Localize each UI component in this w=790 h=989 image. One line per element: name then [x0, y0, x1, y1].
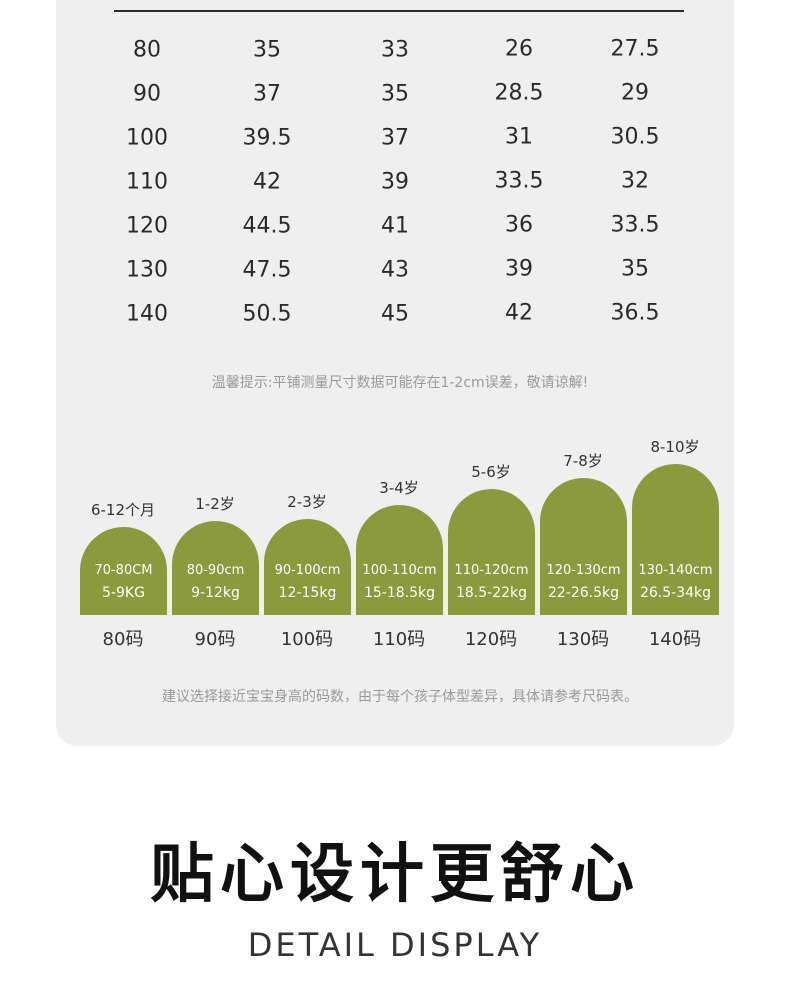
table-cell: 47.5 — [242, 257, 292, 283]
table-cell: 36.5 — [610, 300, 660, 326]
table-cell: 45 — [381, 301, 409, 327]
size-arch: 90-100cm 12-15kg — [264, 519, 351, 615]
weight-range: 22-26.5kg — [547, 585, 620, 601]
height-range: 90-100cm — [274, 563, 341, 578]
size-code: 100码 — [280, 629, 334, 650]
weight-range: 5-9KG — [102, 585, 145, 601]
age-label: 8-10岁 — [650, 438, 700, 456]
height-range: 110-120cm — [454, 563, 529, 578]
table-cell: 35 — [253, 37, 281, 63]
size-arch: 80-90cm 9-12kg — [172, 521, 259, 615]
table-cell: 43 — [381, 257, 409, 283]
size-arch: 110-120cm 18.5-22kg — [448, 489, 535, 615]
age-label: 5-6岁 — [471, 463, 511, 481]
detail-title: 贴心设计更舒心 — [150, 838, 640, 912]
size-chart-card — [56, 0, 734, 746]
table-cell: 36 — [505, 212, 533, 238]
table-cell: 39 — [505, 256, 533, 282]
size-arch: 130-140cm 26.5-34kg — [632, 464, 719, 615]
table-cell: 110 — [126, 169, 168, 195]
size-table: 80 35 33 26 27.5 90 37 35 28.5 29 100 39.5 37 31 30.5 1… — [0, 0, 790, 340]
table-cell: 26 — [505, 36, 533, 62]
table-cell: 41 — [381, 213, 409, 239]
table-cell: 50.5 — [242, 301, 292, 327]
table-cell: 29 — [621, 80, 649, 106]
table-cell: 30.5 — [610, 124, 660, 150]
table-cell: 39 — [381, 169, 409, 195]
size-code: 90码 — [194, 629, 236, 650]
table-top-rule — [114, 10, 684, 12]
weight-range: 12-15kg — [278, 585, 337, 601]
size-code: 80码 — [102, 629, 144, 650]
measurement-tip: 温馨提示:平铺测量尺寸数据可能存在1-2cm误差，敬请谅解! — [211, 375, 589, 391]
table-cell: 130 — [126, 257, 168, 283]
table-cell: 42 — [505, 300, 533, 326]
age-size-guide: 6-12个月 70-80CM 5-9KG 80码 1-2岁 80-90cm 9-12kg 90… — [80, 438, 719, 650]
size-code: 130码 — [556, 629, 610, 650]
table-cell: 27.5 — [610, 36, 660, 62]
age-label: 7-8岁 — [563, 452, 603, 470]
table-cell: 39.5 — [242, 125, 292, 151]
age-label: 3-4岁 — [379, 479, 419, 497]
table-cell: 120 — [126, 213, 168, 239]
height-range: 80-90cm — [186, 563, 245, 578]
table-cell: 90 — [133, 81, 161, 107]
table-cell: 37 — [253, 81, 281, 107]
height-range: 130-140cm — [638, 563, 713, 578]
weight-range: 15-18.5kg — [363, 585, 436, 601]
size-suggestion: 建议选择接近宝宝身高的码数，由于每个孩子体型差异，具体请参考尺码表。 — [162, 689, 638, 705]
height-range: 120-130cm — [546, 563, 621, 578]
table-cell: 140 — [126, 301, 168, 327]
table-cell: 100 — [126, 125, 168, 151]
table-cell: 33 — [381, 37, 409, 63]
age-label: 2-3岁 — [287, 493, 327, 511]
table-cell: 31 — [505, 124, 533, 150]
age-label: 6-12个月 — [90, 501, 156, 519]
table-cell: 33.5 — [610, 212, 660, 238]
size-arch: 100-110cm 15-18.5kg — [356, 505, 443, 615]
table-cell: 33.5 — [494, 168, 544, 194]
weight-range: 26.5-34kg — [639, 585, 712, 601]
size-code: 110码 — [372, 629, 426, 650]
size-code: 140码 — [648, 629, 702, 650]
height-range: 70-80CM — [94, 563, 153, 578]
table-cell: 28.5 — [494, 80, 544, 106]
size-code: 120码 — [464, 629, 518, 650]
table-cell: 32 — [621, 168, 649, 194]
size-arch: 70-80CM 5-9KG — [80, 527, 167, 615]
size-arch: 120-130cm 22-26.5kg — [540, 478, 627, 615]
age-label: 1-2岁 — [195, 495, 235, 513]
table-cell: 42 — [253, 169, 281, 195]
weight-range: 9-12kg — [191, 585, 240, 601]
height-range: 100-110cm — [362, 563, 437, 578]
table-cell: 80 — [133, 37, 161, 63]
table-cell: 35 — [381, 81, 409, 107]
table-cell: 37 — [381, 125, 409, 151]
detail-subtitle: DETAIL DISPLAY — [247, 926, 543, 964]
weight-range: 18.5-22kg — [455, 585, 528, 601]
table-cell: 35 — [621, 256, 649, 282]
table-cell: 44.5 — [242, 213, 292, 239]
